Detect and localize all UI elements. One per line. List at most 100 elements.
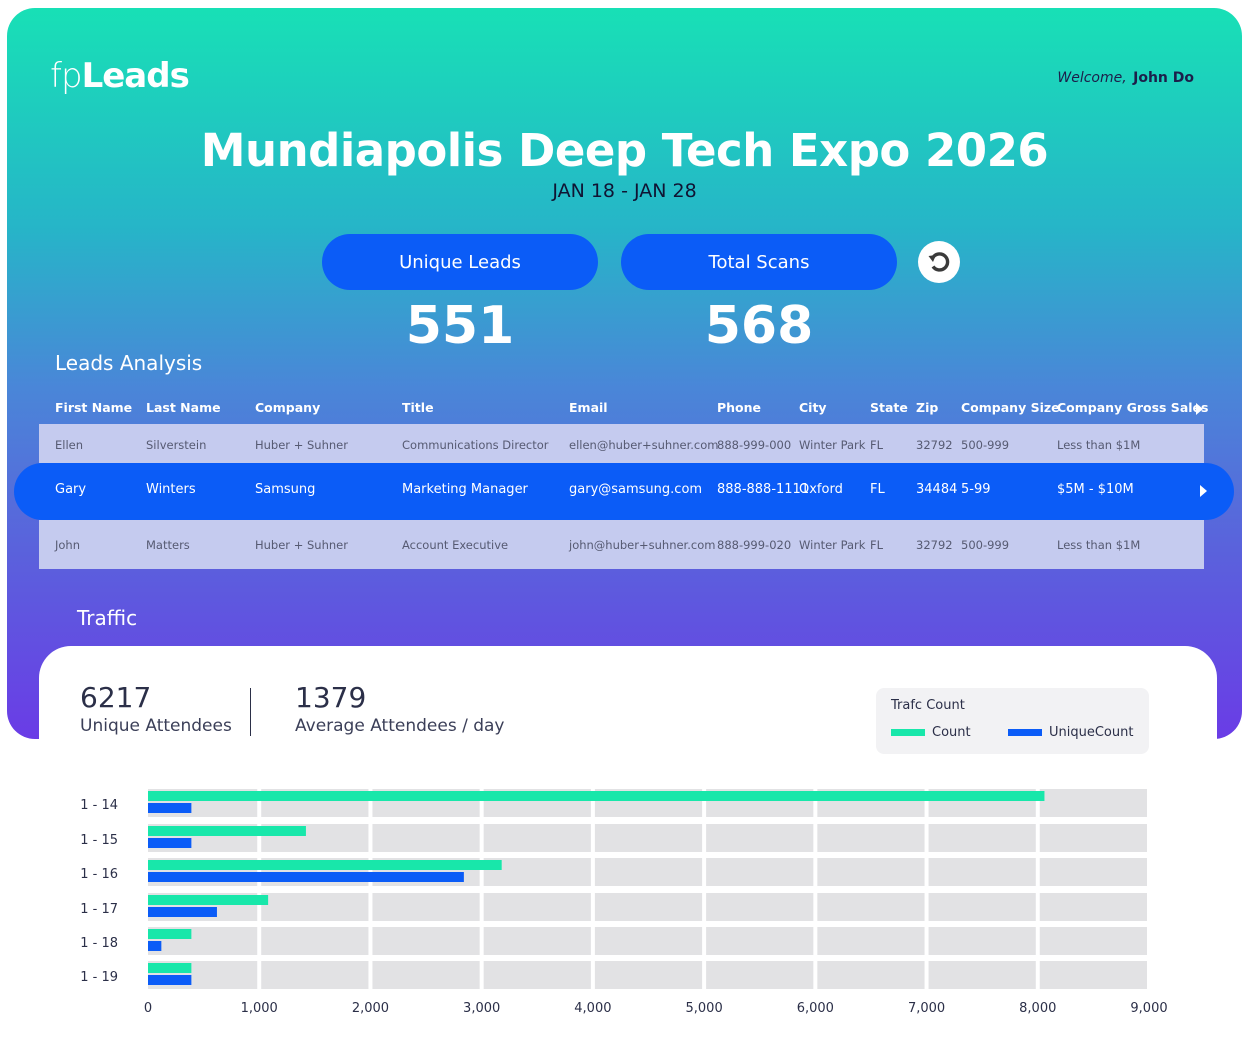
legend-swatch-count	[891, 729, 925, 736]
cell-state: FL	[870, 538, 884, 552]
cell-city: Winter Park	[799, 438, 866, 452]
cell-city: Oxford	[799, 482, 843, 497]
event-title: Mundiapolis Deep Tech Expo 2026	[200, 124, 1049, 177]
welcome-label: Welcome,	[1057, 70, 1127, 86]
cell-last-name: Silverstein	[146, 438, 207, 452]
chart-x-tick-label: 3,000	[463, 1001, 500, 1016]
cell-company-size: 500-999	[961, 438, 1010, 452]
chart-category-label: 1 - 15	[80, 833, 118, 848]
chart-bar-count	[148, 895, 269, 905]
cell-last-name: Matters	[146, 538, 190, 552]
refresh-button[interactable]	[918, 241, 960, 283]
chart-bar-count	[148, 791, 1045, 801]
cell-city: Winter Park	[799, 538, 866, 552]
column-header-title[interactable]: Title	[402, 400, 434, 415]
header-hero-panel	[7, 8, 1242, 739]
legend-label-count: Count	[932, 725, 971, 740]
table-row-selected[interactable]: Gary Winters Samsung Marketing Manager g…	[14, 463, 1234, 520]
column-header-city[interactable]: City	[799, 400, 827, 415]
column-header-email[interactable]: Email	[569, 400, 608, 415]
cell-company-gross-sales: Less than $1M	[1057, 438, 1141, 452]
chart-band	[148, 961, 1147, 989]
chart-gridline	[257, 786, 262, 992]
column-header-phone[interactable]: Phone	[717, 400, 762, 415]
chart-bar-count	[148, 929, 192, 939]
chart-x-tick-label: 8,000	[1019, 1001, 1056, 1016]
column-header-company[interactable]: Company	[255, 400, 321, 415]
chart-x-tick-label: 1,000	[241, 1001, 278, 1016]
cell-company-size: 500-999	[961, 538, 1010, 552]
column-header-last-name[interactable]: Last Name	[146, 400, 221, 415]
cell-zip: 32792	[916, 538, 953, 552]
cell-phone: 888-999-020	[717, 538, 792, 552]
unique-attendees-value: 6217	[80, 681, 152, 714]
app-logo[interactable]: fpLeads	[50, 56, 190, 96]
unique-leads-value: 551	[405, 296, 515, 356]
legend-item-count[interactable]: Count	[891, 725, 971, 740]
event-dates: JAN 18 - JAN 28	[552, 180, 697, 202]
cell-title: Communications Director	[402, 438, 549, 452]
legend-title: Trafc Count	[891, 698, 965, 713]
cell-title: Marketing Manager	[402, 482, 528, 497]
chart-legend: Trafc Count Count UniqueCount	[876, 688, 1149, 754]
column-header-company-gross-sales[interactable]: Company Gross Sales	[1057, 400, 1209, 415]
unique-leads-button[interactable]: Unique Leads	[322, 234, 598, 290]
cell-company: Huber + Suhner	[255, 538, 348, 552]
legend-label-unique-count: UniqueCount	[1049, 725, 1134, 740]
chart-band	[148, 824, 1147, 852]
cell-title: Account Executive	[402, 538, 509, 552]
cell-company-size: 5-99	[961, 482, 991, 497]
cell-email: ellen@huber+suhner.com	[569, 438, 719, 452]
chart-category-label: 1 - 18	[80, 936, 118, 951]
chart-gridline	[1035, 786, 1040, 992]
chart-gridline	[813, 786, 818, 992]
cell-email: gary@samsung.com	[569, 482, 703, 497]
cell-company-gross-sales: $5M - $10M	[1057, 482, 1134, 497]
table-row[interactable]: John Matters Huber + Suhner Account Exec…	[39, 520, 1204, 569]
cell-phone: 888-888-1111	[717, 482, 810, 497]
legend-swatch-unique-count	[1008, 729, 1042, 736]
user-name: John Do	[1133, 70, 1194, 86]
cell-company: Samsung	[255, 482, 316, 497]
column-header-company-size[interactable]: Company Size	[961, 400, 1060, 415]
chart-gridline	[368, 786, 373, 992]
cell-zip: 34484	[916, 482, 958, 497]
chart-bar-unique-count	[148, 975, 192, 985]
chart-bar-unique-count	[148, 872, 464, 882]
column-header-zip[interactable]: Zip	[916, 400, 939, 415]
welcome-message[interactable]: Welcome, John Do	[1057, 70, 1194, 86]
unique-attendees-label: Unique Attendees	[80, 716, 232, 736]
column-header-first-name[interactable]: First Name	[55, 400, 133, 415]
cell-company-gross-sales: Less than $1M	[1057, 538, 1141, 552]
chart-bar-unique-count	[148, 838, 192, 848]
cell-email: john@huber+suhner.com	[569, 538, 716, 552]
legend-item-unique-count[interactable]: UniqueCount	[1008, 725, 1133, 740]
chart-band	[148, 893, 1147, 921]
cell-company: Huber + Suhner	[255, 438, 348, 452]
chart-gridline	[590, 786, 595, 992]
chart-x-tick-label: 6,000	[797, 1001, 834, 1016]
cell-first-name: John	[55, 538, 81, 552]
chart-bar-unique-count	[148, 803, 192, 813]
leads-analysis-heading: Leads Analysis	[55, 351, 203, 375]
total-scans-button[interactable]: Total Scans	[621, 234, 897, 290]
scroll-right-icon[interactable]	[1195, 403, 1205, 415]
chart-gridline	[479, 786, 484, 992]
chart-band	[148, 927, 1147, 955]
chart-bar-count	[148, 860, 502, 870]
cell-first-name: Gary	[55, 482, 87, 497]
cell-state: FL	[870, 482, 885, 497]
chart-x-tick-label: 9,000	[1130, 1001, 1167, 1016]
chart-category-label: 1 - 14	[80, 798, 118, 813]
column-header-state[interactable]: State	[870, 400, 908, 415]
cell-last-name: Winters	[146, 482, 196, 497]
chart-bar-count	[148, 826, 306, 836]
chart-bar-count	[148, 963, 192, 973]
average-attendees-value: 1379	[295, 681, 367, 714]
chart-bar-unique-count	[148, 907, 217, 917]
expand-row-icon[interactable]	[1199, 485, 1208, 497]
total-scans-value: 568	[704, 296, 814, 356]
table-row[interactable]: Ellen Silverstein Huber + Suhner Communi…	[39, 424, 1204, 463]
leads-table-header: First Name Last Name Company Title Email…	[39, 400, 1214, 420]
chart-x-tick-label: 4,000	[574, 1001, 611, 1016]
